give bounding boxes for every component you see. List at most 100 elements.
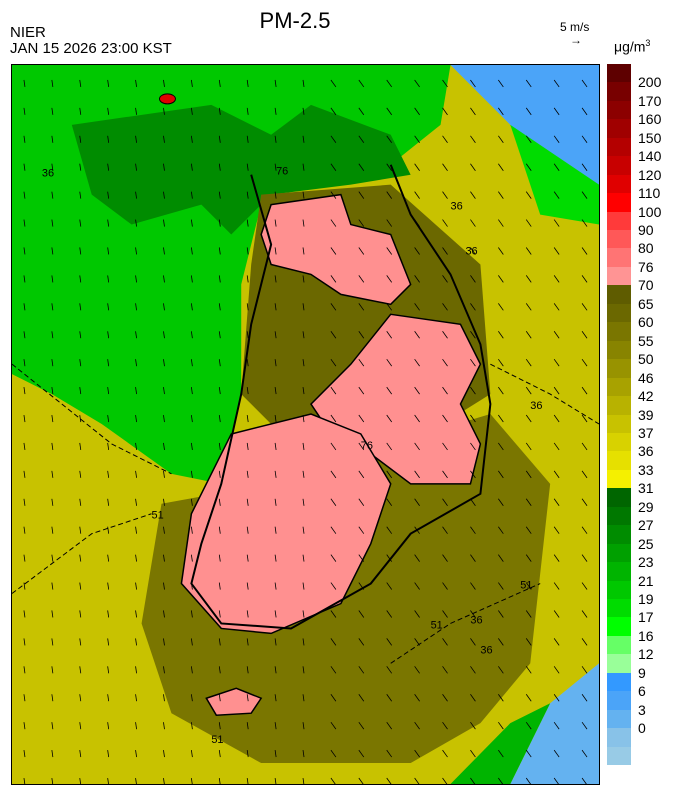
wind-arrow <box>190 470 193 478</box>
wind-arrow <box>330 135 337 144</box>
wind-arrow <box>302 331 305 339</box>
wind-arrow <box>23 303 26 311</box>
wind-arrow <box>190 526 193 534</box>
wind-arrow <box>386 721 393 730</box>
contour-label: 36 <box>42 168 54 180</box>
wind-arrow <box>525 470 532 479</box>
wind-arrow <box>79 777 82 784</box>
wind-arrow <box>274 470 277 478</box>
wind-arrow <box>218 331 221 339</box>
wind-arrow <box>525 247 532 255</box>
wind-arrow <box>386 442 393 451</box>
wind-arrow <box>358 638 365 646</box>
wind-arrow <box>302 275 305 283</box>
wind-arrow <box>470 358 476 367</box>
wind-arrow <box>386 219 393 227</box>
wind-arrow <box>218 163 221 171</box>
wind-arrow <box>163 79 165 87</box>
wind-arrow <box>470 331 476 339</box>
wind-arrow <box>442 303 448 311</box>
wind-arrow <box>553 303 560 311</box>
wind-arrow <box>274 750 277 758</box>
wind-arrow <box>442 777 448 784</box>
wind-arrow <box>218 750 221 758</box>
wind-arrow <box>107 442 110 450</box>
wind-arrow <box>386 694 393 702</box>
wind-arrow <box>135 79 137 87</box>
wind-arrow <box>246 498 249 506</box>
contour-36 <box>12 363 599 475</box>
wind-arrow <box>581 191 588 199</box>
legend-label: 23 <box>638 554 654 571</box>
wind-arrow <box>358 275 365 283</box>
wind-arrow <box>498 442 504 451</box>
legend-label: 150 <box>638 129 662 146</box>
wind-arrow <box>51 79 54 87</box>
map-title: PM-2.5 <box>259 8 331 33</box>
wind-arrow <box>414 135 420 144</box>
wind-arrow <box>163 526 165 534</box>
wind-arrow <box>386 470 393 479</box>
wind-arrow <box>414 666 420 674</box>
region-green-ne <box>510 124 599 225</box>
wind-arrow <box>414 358 420 367</box>
wind-arrow <box>386 331 393 339</box>
wind-arrow <box>581 135 588 144</box>
wind-arrow <box>23 470 26 478</box>
region-green-north <box>71 104 411 235</box>
wind-arrow <box>581 303 588 311</box>
wind-arrow <box>51 275 54 283</box>
wind-arrow <box>274 442 277 450</box>
contour-label: 51 <box>431 619 443 631</box>
wind-arrow <box>107 777 109 784</box>
contour-label: 36 <box>480 644 492 656</box>
wind-arrow <box>358 554 365 562</box>
wind-arrow <box>246 275 249 283</box>
legend-label: 29 <box>638 498 654 515</box>
wind-arrow <box>498 247 504 255</box>
wind-arrow <box>525 526 532 534</box>
wind-arrow <box>302 722 305 730</box>
wind-arrow <box>23 107 26 115</box>
wind-arrow <box>358 666 365 674</box>
wind-arrow <box>386 163 393 171</box>
wind-arrow <box>246 666 249 674</box>
legend-label: 0 <box>638 720 646 737</box>
wind-arrow <box>414 498 420 507</box>
wind-arrow <box>302 79 305 87</box>
legend-label: 55 <box>638 332 654 349</box>
wind-arrow <box>218 526 221 534</box>
wind-arrow <box>386 79 393 88</box>
wind-arrow <box>23 666 26 674</box>
wind-arrow <box>274 694 277 702</box>
wind-arrow <box>498 107 504 116</box>
wind-arrow <box>498 135 504 144</box>
legend-swatch <box>607 100 631 120</box>
wind-arrow <box>135 582 137 590</box>
wind-arrow <box>23 526 26 534</box>
wind-arrow <box>386 303 393 311</box>
wind-arrow <box>470 666 476 674</box>
wind-arrow <box>190 359 193 367</box>
wind-arrow <box>79 219 82 227</box>
wind-arrow <box>274 554 277 562</box>
wind-arrow <box>190 79 193 87</box>
wind-arrow <box>525 777 532 784</box>
wind-arrow <box>442 638 448 646</box>
legend-label: 110 <box>638 185 661 202</box>
wind-arrow <box>135 554 137 562</box>
wind-arrow <box>386 526 393 534</box>
wind-arrow <box>79 414 82 423</box>
wind-arrow <box>358 526 365 534</box>
wind-arrow <box>23 442 26 450</box>
wind-arrow <box>498 777 504 784</box>
wind-arrow <box>302 694 305 702</box>
wind-arrow <box>525 721 532 730</box>
wind-arrow <box>274 498 277 506</box>
wind-arrow <box>163 247 165 255</box>
contour-label: 36 <box>451 201 463 213</box>
wind-arrow <box>553 610 560 618</box>
wind-arrow <box>525 191 532 199</box>
wind-arrow <box>553 414 560 423</box>
wind-arrow <box>246 750 249 758</box>
